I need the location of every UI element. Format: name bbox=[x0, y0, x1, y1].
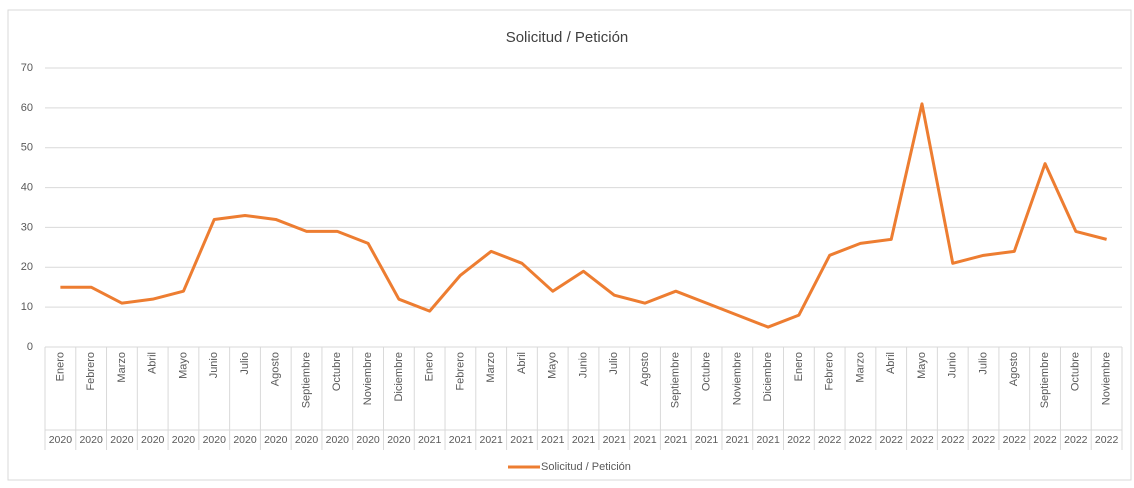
x-group-label: 2022 bbox=[1064, 434, 1088, 446]
x-group-label: 2021 bbox=[633, 434, 657, 446]
x-group-label: 2022 bbox=[1003, 434, 1027, 446]
x-group-label: 2020 bbox=[233, 434, 257, 446]
x-tick-label: Junio bbox=[208, 352, 220, 378]
x-tick-label: Noviembre bbox=[362, 352, 374, 405]
x-tick-label: Diciembre bbox=[762, 352, 774, 402]
y-tick-label: 10 bbox=[21, 301, 33, 313]
x-tick-label: Junio bbox=[577, 352, 589, 378]
x-group-label: 2021 bbox=[664, 434, 688, 446]
x-tick-label: Enero bbox=[424, 352, 436, 381]
x-group-label: 2021 bbox=[480, 434, 504, 446]
x-tick-label: Mayo bbox=[547, 352, 559, 379]
x-group-label: 2022 bbox=[1033, 434, 1057, 446]
x-group-label: 2020 bbox=[110, 434, 134, 446]
x-group-label: 2021 bbox=[603, 434, 627, 446]
x-tick-label: Agosto bbox=[1008, 352, 1020, 386]
x-tick-label: Diciembre bbox=[393, 352, 405, 402]
x-tick-label: Noviembre bbox=[731, 352, 743, 405]
y-tick-label: 70 bbox=[21, 62, 33, 74]
x-tick-label: Marzo bbox=[854, 352, 866, 383]
y-tick-label: 0 bbox=[27, 341, 33, 353]
y-tick-label: 30 bbox=[21, 221, 33, 233]
x-tick-label: Octubre bbox=[700, 352, 712, 391]
y-tick-label: 20 bbox=[21, 261, 33, 273]
x-group-label: 2021 bbox=[695, 434, 719, 446]
x-tick-label: Febrero bbox=[824, 352, 836, 391]
x-tick-label: Noviembre bbox=[1101, 352, 1113, 405]
x-tick-label: Octubre bbox=[1070, 352, 1082, 391]
x-group-label: 2022 bbox=[1095, 434, 1119, 446]
chart-title: Solicitud / Petición bbox=[506, 29, 629, 46]
x-tick-label: Agosto bbox=[639, 352, 651, 386]
x-group-label: 2022 bbox=[972, 434, 996, 446]
x-group-label: 2020 bbox=[49, 434, 73, 446]
x-group-label: 2020 bbox=[264, 434, 288, 446]
x-group-label: 2022 bbox=[880, 434, 904, 446]
x-tick-label: Octubre bbox=[331, 352, 343, 391]
x-tick-label: Enero bbox=[54, 352, 66, 381]
x-tick-label: Septiembre bbox=[1039, 352, 1051, 408]
x-group-label: 2020 bbox=[79, 434, 103, 446]
x-group-label: 2021 bbox=[510, 434, 534, 446]
x-group-label: 2022 bbox=[818, 434, 842, 446]
x-group-label: 2020 bbox=[326, 434, 350, 446]
x-tick-label: Marzo bbox=[485, 352, 497, 383]
x-tick-label: Enero bbox=[793, 352, 805, 381]
x-group-label: 2021 bbox=[541, 434, 565, 446]
x-tick-label: Abril bbox=[147, 352, 159, 374]
x-tick-label: Abril bbox=[885, 352, 897, 374]
x-tick-label: Septiembre bbox=[670, 352, 682, 408]
x-group-label: 2021 bbox=[449, 434, 473, 446]
x-group-label: 2021 bbox=[726, 434, 750, 446]
x-group-label: 2022 bbox=[787, 434, 811, 446]
x-group-label: 2021 bbox=[572, 434, 596, 446]
x-tick-label: Febrero bbox=[85, 352, 97, 391]
chart-frame bbox=[7, 9, 1132, 481]
x-group-label: 2020 bbox=[295, 434, 319, 446]
y-tick-label: 60 bbox=[21, 102, 33, 114]
x-tick-label: Junio bbox=[947, 352, 959, 378]
x-group-label: 2022 bbox=[849, 434, 873, 446]
x-tick-label: Julio bbox=[239, 352, 251, 375]
y-tick-label: 50 bbox=[21, 142, 33, 154]
x-tick-label: Agosto bbox=[270, 352, 282, 386]
x-group-label: 2020 bbox=[356, 434, 380, 446]
x-group-label: 2021 bbox=[418, 434, 442, 446]
x-group-label: 2021 bbox=[756, 434, 780, 446]
x-group-label: 2020 bbox=[387, 434, 411, 446]
x-tick-label: Febrero bbox=[454, 352, 466, 391]
legend-label: Solicitud / Petición bbox=[541, 461, 631, 473]
x-tick-label: Abril bbox=[516, 352, 528, 374]
x-group-label: 2022 bbox=[941, 434, 965, 446]
x-tick-label: Mayo bbox=[916, 352, 928, 379]
x-group-label: 2020 bbox=[203, 434, 227, 446]
x-tick-label: Mayo bbox=[177, 352, 189, 379]
x-tick-label: Julio bbox=[977, 352, 989, 375]
x-tick-label: Marzo bbox=[116, 352, 128, 383]
x-group-label: 2022 bbox=[910, 434, 934, 446]
y-tick-label: 40 bbox=[21, 181, 33, 193]
line-series bbox=[60, 102, 1107, 329]
x-group-label: 2020 bbox=[172, 434, 196, 446]
x-group-label: 2020 bbox=[141, 434, 165, 446]
x-tick-label: Julio bbox=[608, 352, 620, 375]
x-tick-label: Septiembre bbox=[300, 352, 312, 408]
